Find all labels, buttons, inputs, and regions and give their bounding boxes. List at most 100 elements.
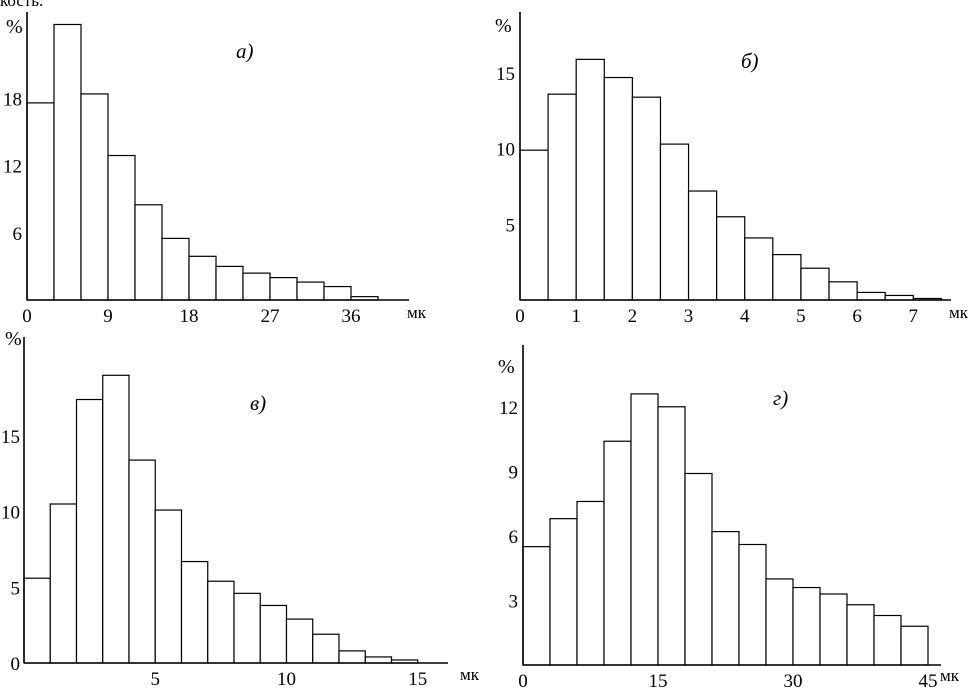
histogram-bar [738,543,767,666]
histogram-a: 0 9 18 27 36 6 12 18% мк а) [3,12,427,327]
panel-label: в) [250,391,266,415]
histogram-bar [684,472,713,666]
y-unit-label: % [5,328,22,350]
x-tick-label: 4 [740,306,750,327]
y-tick-label: 6 [13,224,23,245]
histogram-bar [630,393,659,666]
x-unit-label: мк [407,303,427,322]
x-tick-label: 15 [649,671,668,692]
y-tick-label: 6 [509,527,519,548]
histogram-bar [576,500,605,666]
histogram-bar [659,143,690,301]
histogram-bar [75,398,104,664]
histogram-bar [547,93,577,301]
y-tick-label: 5 [11,578,21,599]
histogram-bar [26,102,55,301]
x-tick-label: 27 [261,306,280,327]
histogram-bar [188,255,217,301]
x-tick-label: 9 [103,306,113,327]
histogram-bar [49,503,78,664]
x-tick-label: 30 [784,671,803,692]
x-tick-label: 0 [22,306,32,327]
histogram-bar [154,509,183,664]
histogram-bar [312,633,340,664]
histogram-bar [364,656,393,664]
y-tick-label: 5 [506,215,516,236]
histogram-bar [522,546,551,666]
y-tick-label: 18 [3,89,22,110]
x-tick-label: 6 [852,306,862,327]
histogram-bar [215,265,244,301]
histogram-bar [603,440,632,666]
histogram-bar [744,237,774,301]
x-unit-label: мк [460,665,480,684]
histogram-bar [161,237,190,301]
x-unit-label: мк [940,666,960,685]
y-tick-label: 10 [496,140,515,161]
histogram-bar [687,190,718,301]
y-tick-label: 10 [1,503,20,524]
x-tick-label: 2 [628,306,638,327]
histogram-bar [128,459,156,664]
y-tick-label: 15 [1,427,20,448]
histogram-bar [285,618,314,664]
histogram-bar [772,253,802,301]
histogram-bar [900,625,929,666]
x-tick-label: 1 [571,306,581,327]
histogram-bar [711,530,740,666]
x-tick-label: 36 [342,306,361,327]
histogram-bar [819,593,848,666]
x-tick-label: 45 [919,671,938,692]
y-tick-label: 3 [509,591,519,612]
histogram-bar [107,154,136,301]
histogram-bar [765,578,794,666]
y-tick-label: 9 [509,462,519,483]
histogram-bar [338,650,366,664]
histogram-bar [856,291,886,301]
x-tick-label: 5 [796,306,806,327]
x-tick-label: 7 [909,306,919,327]
histogram-bar [873,614,902,666]
x-tick-label: 18 [180,306,199,327]
histogram-bar [716,216,746,301]
x-tick-label: 0 [515,306,525,327]
histogram-bar [603,76,633,301]
x-tick-label: 0 [518,671,528,692]
histogram-bar [323,285,352,301]
histogram-bar [233,592,261,664]
top-text-fragment: кость. [0,0,44,10]
histogram-bar [180,560,209,664]
histogram-v: 5 10 15 0 5 10 15% мк в) [1,328,480,690]
histogram-bar [631,96,662,301]
x-tick-label: 15 [408,669,427,690]
x-tick-label: 3 [684,306,694,327]
y-tick-label: 12 [3,157,22,178]
histogram-bar [549,518,578,666]
histogram-bar [575,58,605,301]
histogram-bar [259,604,288,664]
panel-label: а) [236,39,254,63]
histogram-bar [792,586,821,666]
y-tick-label: 12 [499,398,518,419]
histogram-bar [296,281,325,301]
y-unit-label: % [498,356,515,378]
panel-label: г) [773,386,788,410]
histogram-b: 0 1 2 3 4 5 6 7 5 10 15% мк б) [495,12,969,327]
histogram-bar [207,580,235,664]
y-unit-label: % [6,16,23,38]
histogram-bar [519,149,549,301]
histogram-bar [269,277,298,301]
y-unit-label: % [495,15,512,37]
x-unit-label: мк [949,303,969,322]
histogram-bar [80,93,109,301]
y-tick-label: 15 [496,64,515,85]
histogram-bar [242,272,271,301]
histogram-bar [53,23,82,301]
histogram-bar [23,577,51,664]
histogram-bar [657,406,686,666]
histogram-bar [800,267,830,301]
panel-label: б) [741,49,759,73]
histogram-bar [828,281,858,301]
x-tick-label: 5 [151,669,161,690]
x-tick-label: 10 [277,669,296,690]
